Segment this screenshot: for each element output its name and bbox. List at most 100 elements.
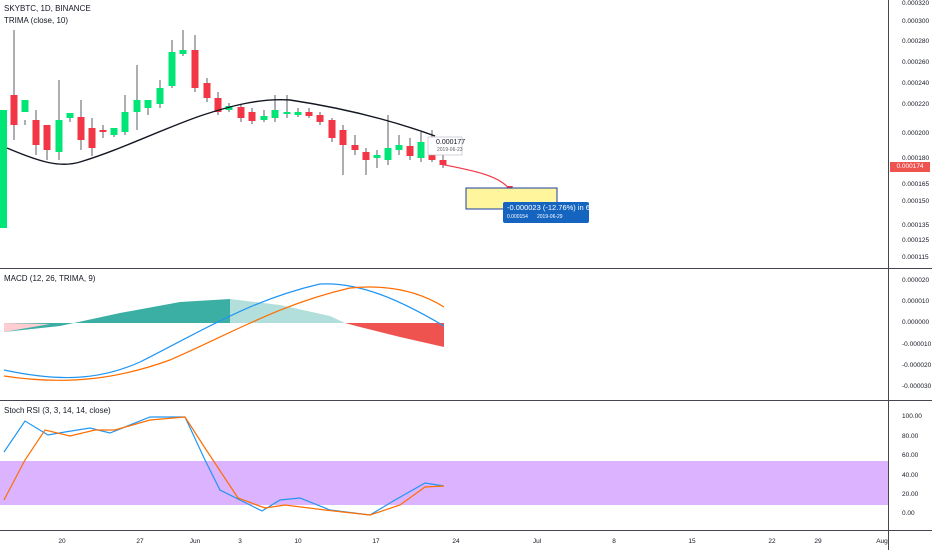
time-axis-label: Jun bbox=[189, 538, 201, 545]
candle bbox=[156, 88, 164, 104]
candle bbox=[179, 50, 187, 54]
time-axis-label: Jul bbox=[532, 538, 542, 545]
price-axis-label: 0.000165 bbox=[902, 181, 930, 188]
price-axis-label: 0.000150 bbox=[902, 198, 930, 205]
stoch-axis-label: 40.00 bbox=[902, 472, 919, 479]
stoch-axis-label: 60.00 bbox=[902, 452, 919, 459]
candle bbox=[191, 50, 199, 88]
stoch-legend: Stoch RSI (3, 3, 14, 14, close) bbox=[4, 406, 111, 415]
pane-divider-1[interactable] bbox=[0, 268, 932, 269]
candle bbox=[133, 100, 141, 112]
candle bbox=[417, 142, 425, 158]
candle bbox=[214, 98, 222, 112]
candle bbox=[55, 120, 63, 152]
projection-label-box bbox=[503, 202, 589, 223]
time-axis-line bbox=[0, 530, 932, 531]
last-price-tag: 0.000174 bbox=[890, 162, 930, 172]
candle bbox=[225, 106, 233, 110]
time-axis-label: 24 bbox=[452, 538, 460, 545]
trima-line bbox=[6, 98, 436, 165]
macd-hist-fading bbox=[230, 299, 345, 323]
price-axis-label: 0.000125 bbox=[902, 237, 930, 244]
price-axis-line bbox=[888, 0, 889, 550]
tooltip-date: 2019-06-23 bbox=[437, 147, 463, 153]
trima-legend: TRIMA (close, 10) bbox=[4, 16, 69, 25]
price-axis-label: 0.000240 bbox=[902, 80, 930, 87]
price-axis-label: 0.000115 bbox=[902, 254, 929, 261]
candle bbox=[168, 52, 176, 86]
candle bbox=[121, 112, 129, 132]
candle bbox=[10, 95, 18, 125]
price-pane[interactable]: SKYBTC, 1D, BINANCE TRIMA (close, 10) bbox=[0, 0, 888, 268]
candle bbox=[237, 107, 245, 118]
candle bbox=[110, 128, 118, 135]
candle bbox=[203, 83, 211, 98]
time-axis-label: 17 bbox=[372, 538, 380, 545]
stoch-band bbox=[0, 461, 888, 505]
candle bbox=[66, 113, 74, 118]
macd-axis-label: -0.000010 bbox=[902, 341, 932, 348]
price-axis-label: 0.000260 bbox=[902, 59, 930, 66]
time-axis-label: 8 bbox=[612, 538, 616, 545]
time-axis-label: 22 bbox=[768, 538, 776, 545]
symbol-legend: SKYBTC, 1D, BINANCE bbox=[4, 4, 91, 13]
macd-axis-label: 0.000020 bbox=[902, 277, 930, 284]
macd-axis-label: -0.000030 bbox=[902, 383, 932, 390]
price-axis-label: 0.000320 bbox=[902, 0, 930, 7]
candle bbox=[373, 155, 381, 158]
stoch-axis-label: 100.00 bbox=[902, 413, 922, 420]
candle bbox=[88, 128, 96, 148]
projection-main: -0.000023 (-12.76%) in 6d bbox=[507, 203, 595, 212]
candle bbox=[294, 112, 302, 115]
price-tooltip-box bbox=[427, 136, 463, 156]
tooltip-price: 0.000177 bbox=[436, 139, 466, 146]
stoch-axis-label: 80.00 bbox=[902, 433, 919, 440]
projection-sub-date: 2019-06-29 bbox=[537, 214, 563, 220]
macd-hist-positive bbox=[4, 299, 230, 332]
candle bbox=[43, 125, 51, 150]
macd-signal-line bbox=[3, 286, 445, 381]
candle bbox=[32, 120, 40, 145]
time-axis-label: 10 bbox=[294, 538, 302, 545]
macd-axis-label: -0.000020 bbox=[902, 362, 932, 369]
time-axis-label: 29 bbox=[814, 538, 822, 545]
candle bbox=[260, 116, 268, 120]
candle bbox=[328, 120, 336, 138]
candles-group bbox=[10, 30, 447, 175]
candle bbox=[439, 160, 447, 165]
candle bbox=[316, 115, 324, 122]
macd-hist-negative bbox=[345, 323, 444, 347]
macd-legend: MACD (12, 26, TRIMA, 9) bbox=[4, 274, 96, 283]
price-axis-label: 0.000135 bbox=[902, 222, 930, 229]
candle bbox=[77, 117, 85, 140]
time-axis-label: 3 bbox=[238, 538, 242, 545]
candle-partial bbox=[0, 110, 7, 228]
price-axis-label: 0.000280 bbox=[902, 38, 930, 45]
candle bbox=[362, 152, 370, 160]
price-axis-label: 0.000180 bbox=[902, 155, 930, 162]
projection-sub-price: 0.000154 bbox=[507, 214, 528, 220]
candle bbox=[99, 130, 107, 132]
candle bbox=[395, 145, 403, 150]
macd-hist-light-neg bbox=[4, 323, 50, 332]
candle bbox=[305, 112, 313, 116]
time-axis-label: 20 bbox=[58, 538, 66, 545]
candle bbox=[339, 130, 347, 145]
time-axis-label: 15 bbox=[688, 538, 696, 545]
stoch-d-line bbox=[3, 416, 445, 516]
price-axis-label: 0.000300 bbox=[902, 18, 930, 25]
price-axis-label: 0.000200 bbox=[902, 130, 930, 137]
time-axis-label: Aug bbox=[876, 538, 888, 545]
projection-arrow bbox=[439, 163, 511, 191]
stoch-axis-label: 20.00 bbox=[902, 491, 919, 498]
pane-divider-2[interactable] bbox=[0, 400, 932, 401]
candle bbox=[351, 145, 359, 150]
candle bbox=[144, 100, 152, 108]
candle bbox=[384, 148, 392, 160]
candle bbox=[248, 112, 256, 121]
stoch-k-line bbox=[3, 416, 445, 516]
candle bbox=[271, 110, 279, 118]
candle bbox=[406, 146, 414, 156]
macd-axis-label: 0.000000 bbox=[902, 319, 930, 326]
